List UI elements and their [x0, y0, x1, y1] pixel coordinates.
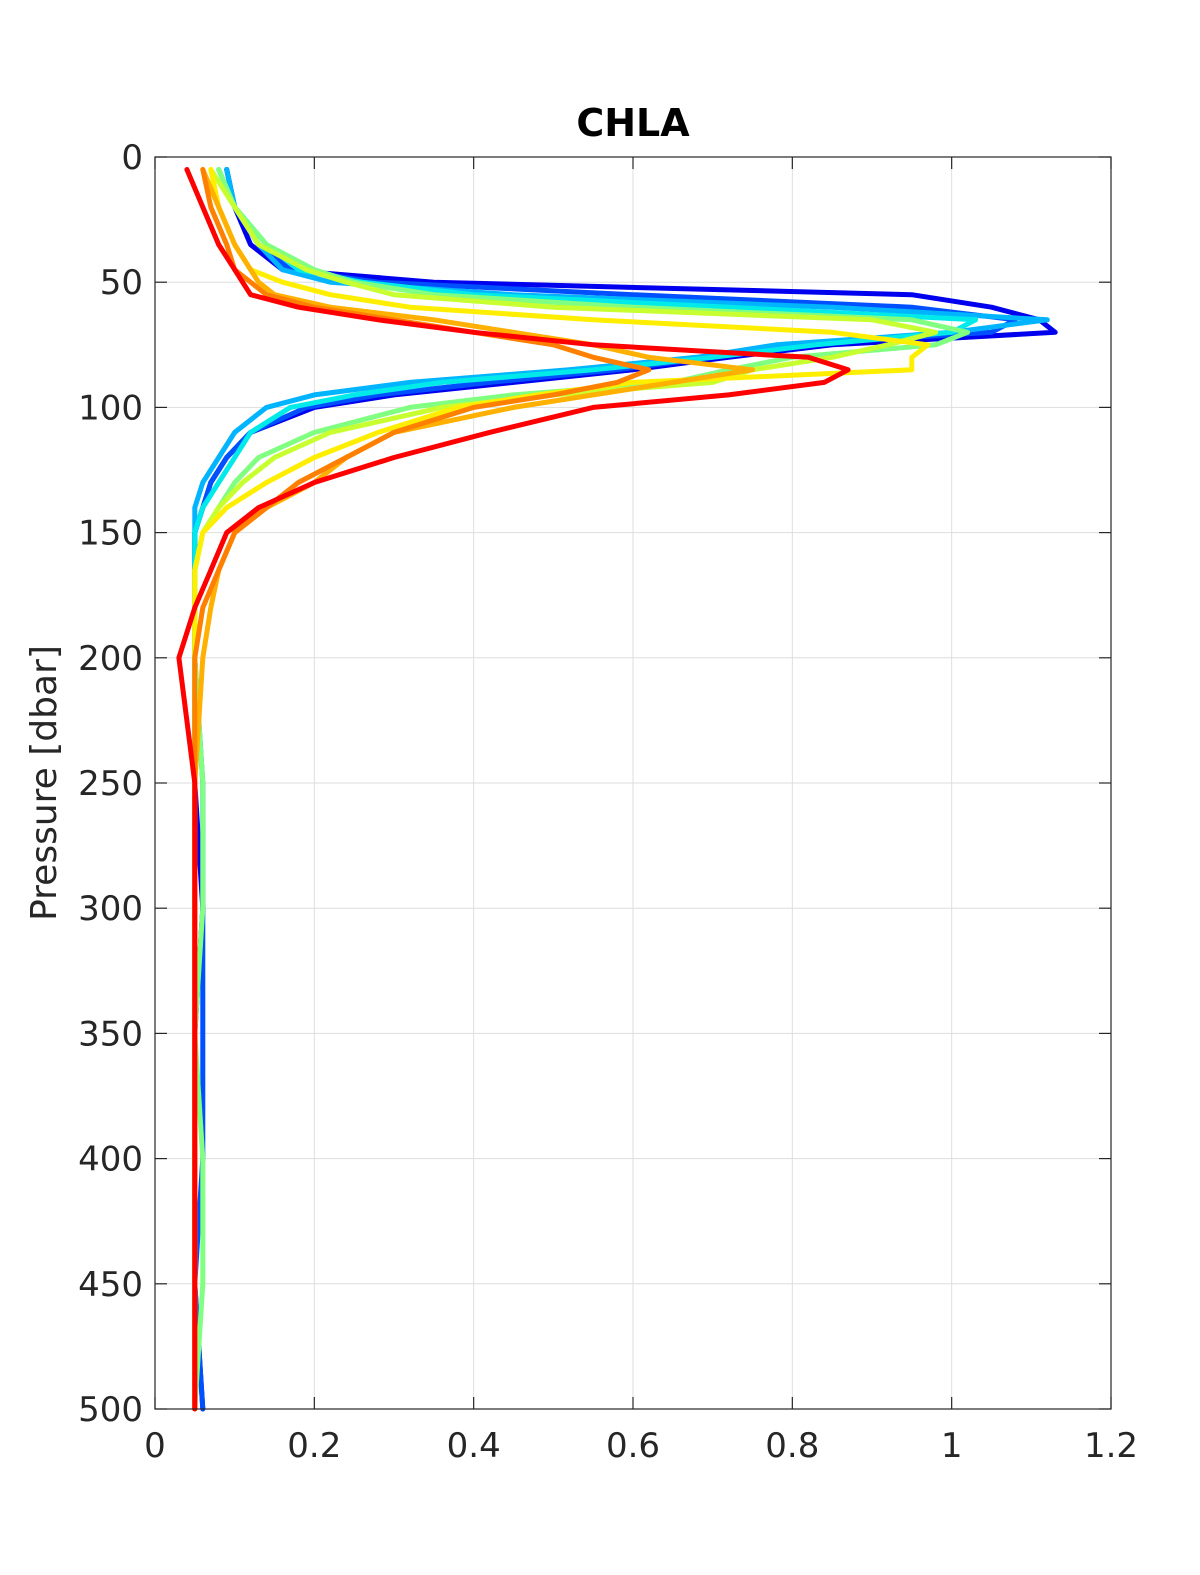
y-tick-label: 450 [78, 1265, 143, 1305]
y-axis-label: Pressure [dbar] [24, 645, 65, 921]
y-tick-label: 150 [78, 514, 143, 554]
series-line-3 [192, 167, 1050, 1412]
y-tick-label: 200 [78, 639, 143, 679]
series-line-5 [192, 167, 971, 1412]
x-tick-label: 1.2 [1084, 1426, 1138, 1466]
x-tick-label: 1 [941, 1426, 963, 1466]
series-line-1 [192, 167, 1058, 1412]
series-lines [176, 167, 1058, 1412]
x-tick-label: 0.8 [765, 1426, 819, 1466]
series-line-9 [192, 167, 652, 1412]
x-tick-label: 0.6 [606, 1426, 660, 1466]
x-tick-label: 0 [144, 1426, 166, 1466]
y-tick-labels: 0 50 100 150 200 250 300 350 400 450 500 [78, 138, 143, 1430]
x-tick-label: 0.4 [447, 1426, 501, 1466]
y-tick-label: 400 [78, 1140, 143, 1180]
chart-title: CHLA [576, 101, 690, 145]
tick-marks [154, 156, 1112, 1410]
y-tick-label: 250 [78, 764, 143, 804]
series-line-10 [176, 167, 851, 1412]
series-line-2 [192, 167, 1018, 1412]
y-tick-label: 300 [78, 889, 143, 929]
y-tick-label: 100 [78, 388, 143, 428]
y-tick-label: 500 [78, 1390, 143, 1430]
y-tick-label: 0 [121, 138, 143, 178]
y-tick-label: 50 [100, 263, 143, 303]
x-tick-labels: 0 0.2 0.4 0.6 0.8 1 1.2 [144, 1426, 1138, 1466]
x-tick-label: 0.2 [287, 1426, 341, 1466]
y-tick-label: 350 [78, 1014, 143, 1054]
